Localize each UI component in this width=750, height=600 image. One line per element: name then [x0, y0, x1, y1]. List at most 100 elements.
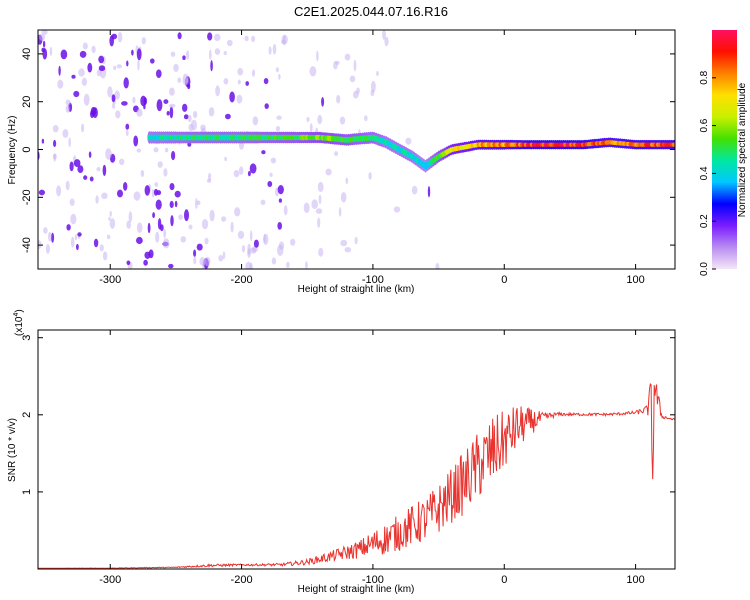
spectrogram-speckle [166, 111, 170, 116]
spectrogram-speckle [57, 79, 64, 89]
spectrogram-ylabel: Frequency (Hz) [7, 116, 18, 185]
spectrogram-speckle [263, 234, 266, 243]
spectrogram-speckle [209, 209, 215, 222]
spectrogram-speckle [193, 256, 197, 265]
spectrogram-speckle [223, 51, 227, 56]
spectrogram-speckle [277, 222, 283, 230]
snr-frame [37, 329, 676, 570]
spectrogram-xlabel: Height of straight line (km) [298, 284, 415, 295]
spectrogram-speckle [303, 202, 310, 214]
spectrogram-speckle [113, 65, 117, 71]
spectrogram-speckle [45, 243, 51, 254]
spectrogram-speckle [199, 257, 206, 266]
spectrogram-speckle [269, 172, 273, 177]
spectrogram-speckle [73, 159, 81, 168]
spectrogram-speckle [191, 119, 197, 131]
spectrogram-speckle [155, 199, 162, 210]
spectrogram-speckle [137, 59, 140, 71]
spectrogram-speckle [186, 50, 190, 60]
spectrogram-speckle [370, 89, 375, 97]
spectrogram-speckle [184, 77, 189, 84]
spectrogram-speckle [180, 236, 187, 243]
spectrogram-speckle [77, 165, 84, 174]
spectrogram-x-tick-label: -300 [99, 274, 121, 286]
snr-xlabel: Height of straight line (km) [298, 584, 415, 595]
spectrogram-speckle [144, 185, 150, 196]
spectrogram-speckle [69, 161, 74, 172]
spectrogram-speckle [41, 47, 45, 53]
spectrogram-speckle [353, 59, 357, 72]
spectrogram-speckle [53, 139, 57, 148]
spectrogram-speckle [336, 94, 341, 104]
spectrogram-speckle [68, 137, 71, 148]
spectrogram-speckle [239, 166, 244, 175]
spectrogram-speckle [393, 206, 401, 213]
spectrogram-speckle [74, 234, 78, 241]
spectrogram-speckle [317, 181, 324, 193]
snr-y-tick-label: 1 [21, 489, 33, 495]
spectrogram-speckle [209, 49, 212, 60]
spectrogram-speckle [384, 36, 389, 47]
spectrogram-speckle [108, 216, 111, 221]
spectrogram-speckle [309, 123, 313, 133]
spectrogram-frame [37, 29, 676, 270]
spectrogram-speckle [136, 108, 143, 117]
spectrogram-speckle [71, 74, 76, 79]
spectrogram-speckle [92, 107, 98, 119]
spectrogram-speckle [48, 231, 52, 242]
spectrogram-speckle [93, 238, 99, 248]
spectrogram-speckle [125, 130, 129, 137]
spectrogram-speckle [187, 83, 191, 90]
spectrogram-speckle [182, 55, 186, 60]
spectrogram-speckle [207, 32, 213, 41]
snr-scale-label: (x104) [13, 309, 25, 336]
spectrogram-speckle [170, 51, 176, 57]
spectrogram-speckle [251, 69, 256, 77]
spectrogram-speckle [82, 42, 88, 50]
spectrogram-speckle [241, 245, 246, 253]
spectrogram-speckle [133, 135, 139, 147]
spectrogram-speckle [177, 77, 182, 83]
spectrogram-speckle [163, 99, 169, 104]
spectrogram-speckle [109, 210, 112, 217]
snr-y-tick-label: 2 [21, 412, 33, 418]
spectrogram-speckle [253, 239, 259, 248]
spectrogram-speckle [382, 30, 386, 40]
spectrogram-speckle [174, 190, 181, 198]
spectrogram-speckle [236, 94, 243, 104]
snr-x-tick-label: -100 [362, 574, 384, 586]
snr-series-line [38, 383, 675, 569]
spectrogram-speckle [143, 104, 146, 110]
spectrogram-speckle [249, 230, 253, 242]
spectrogram-speckle [411, 185, 418, 195]
colorbar-label: Normalized spectral amplitude [737, 82, 748, 217]
spectrogram-speckle [276, 115, 282, 120]
spectrogram-speckle [115, 110, 121, 119]
snr-x-tick-label: 0 [501, 574, 507, 586]
spectrogram-speckle [109, 218, 116, 229]
spectrogram-speckle [169, 87, 175, 96]
spectrogram-speckle [249, 163, 257, 174]
spectrogram-speckle [51, 232, 55, 243]
spectrogram-speckle [349, 75, 356, 83]
spectrogram-speckle [62, 129, 69, 138]
snr-scale-exponent: 4 [13, 313, 20, 317]
spectrogram-speckle [81, 123, 85, 133]
spectrogram-speckle [354, 236, 358, 245]
spectrogram-speckle [260, 199, 266, 205]
spectrogram-speckle [77, 232, 82, 237]
spectrogram-speckle [162, 238, 170, 249]
spectrogram-speckle [222, 251, 226, 260]
spectrogram-speckle [155, 231, 160, 243]
spectrogram-speckle [352, 90, 359, 99]
spectrogram-speckle [125, 123, 130, 130]
spectrogram-speckle [76, 243, 79, 251]
spectrogram-speckle [79, 50, 87, 58]
spectrogram-speckle [364, 115, 368, 122]
spectrogram-speckle [140, 95, 147, 107]
spectrogram-speckle [69, 198, 75, 206]
spectrogram-speckle [60, 49, 68, 60]
spectrogram-speckle [140, 170, 145, 177]
spectrogram-speckle [123, 77, 129, 89]
